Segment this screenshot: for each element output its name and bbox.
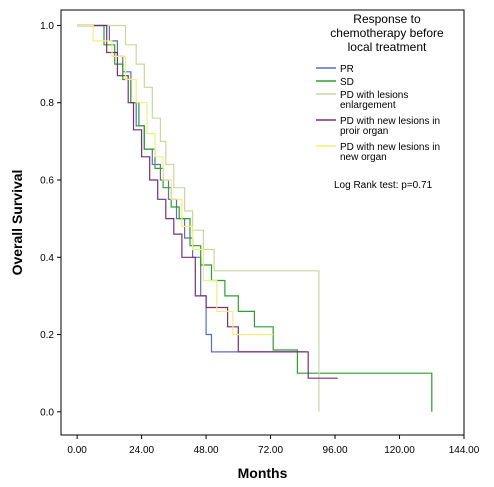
y-tick-label: 1.0 [40,21,54,32]
x-tick-label: 0.00 [67,445,87,456]
legend-label: SD [340,77,354,88]
axes: 0.00 24.00 48.00 72.00 96.00 120.00 144.00 0.0 0… [40,9,480,456]
y-tick-label: 0.4 [40,253,54,264]
y-axis-title: Overall Survival [9,170,25,276]
log-rank-annotation: Log Rank test: p=0.71 [334,180,433,191]
legend-label: new organ [340,152,387,163]
legend-label: enlargement [340,100,396,111]
y-tick-label: 0.8 [40,98,54,109]
series-line-1 [77,24,306,353]
x-axis-title: Months [238,465,288,481]
x-tick-label: 96.00 [323,445,348,456]
series-line-4 [77,24,338,379]
legend-label: PD with lesions [340,90,408,101]
x-tick-label: 144.00 [449,445,480,456]
series-line-5 [77,24,274,336]
x-tick-label: 120.00 [384,445,415,456]
series-layer [77,24,433,412]
y-tick-label: 0.6 [40,176,54,187]
plot-frame [60,9,465,436]
legend-label: PR [340,64,354,75]
x-tick-label: 72.00 [258,445,283,456]
legend-label: PD with new lesions in [340,142,440,153]
legend-title-line: local treatment [348,40,427,54]
y-tick-label: 0.0 [40,407,54,418]
legend-title-line: Response to [353,12,421,26]
legend-title-line: chemotherapy before [330,26,444,40]
y-tick-label: 0.2 [40,330,54,341]
x-tick-label: 24.00 [129,445,154,456]
legend-label: proir organ [340,126,388,137]
legend-label: PD with new lesions in [340,116,440,127]
x-tick-label: 48.00 [194,445,219,456]
